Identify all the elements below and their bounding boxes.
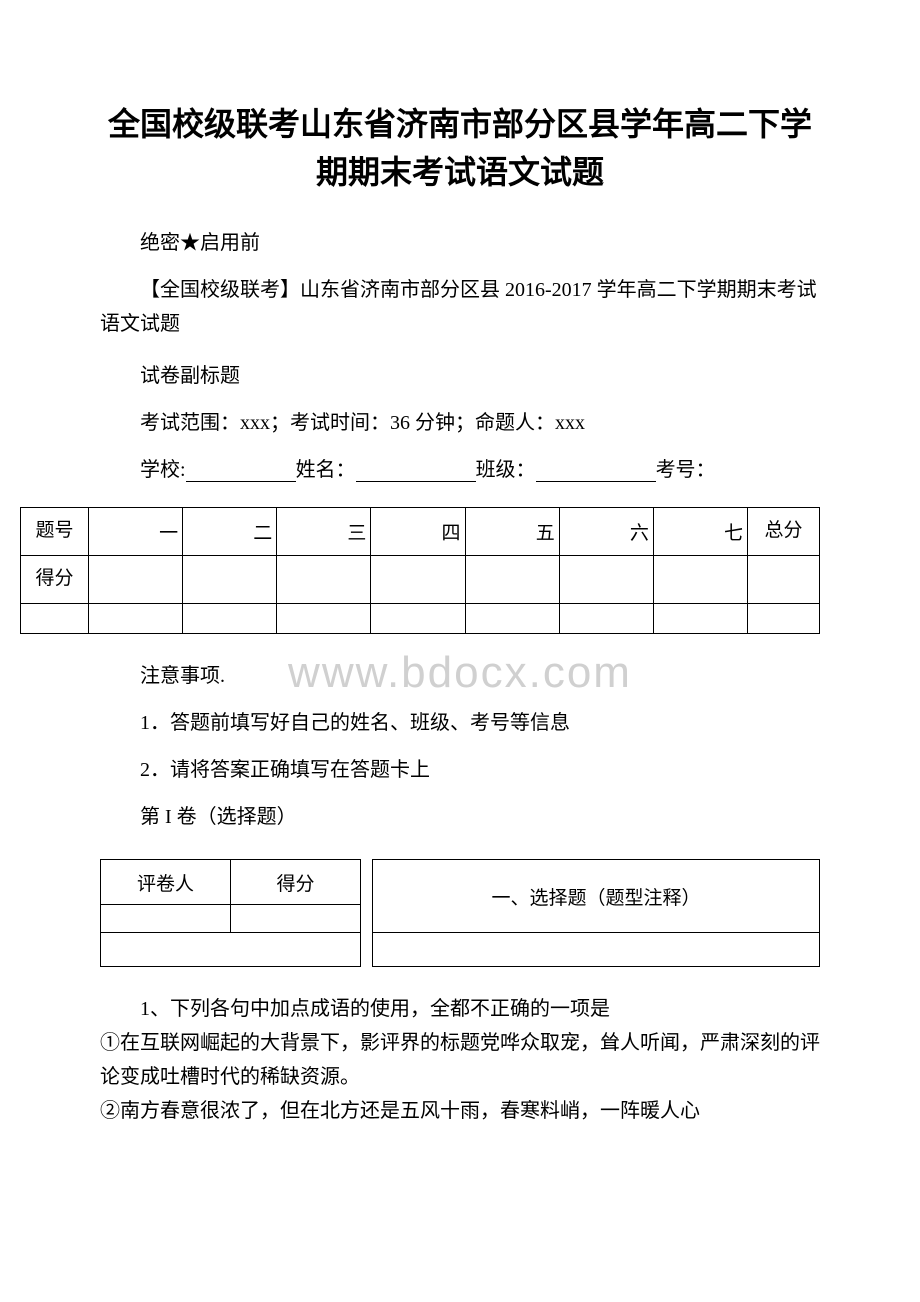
notice-item-2: 2．请将答案正确填写在答题卡上 [100, 753, 820, 782]
empty-cell [277, 604, 371, 634]
fill-fields-line: 学校: 姓名： 班级： 考号： [100, 453, 820, 482]
score-cell[interactable] [89, 556, 183, 604]
score-cell[interactable] [371, 556, 465, 604]
grader-cell[interactable] [101, 905, 231, 933]
empty-cell [21, 604, 89, 634]
name-label: 姓名： [296, 459, 356, 481]
class-label: 班级： [476, 459, 536, 481]
score-cell[interactable] [559, 556, 653, 604]
section-table: 评卷人 得分 一、选择题（题型注释） [100, 859, 820, 967]
table-row [101, 933, 820, 967]
col-2: 二 [183, 508, 277, 556]
score-label: 得分 [231, 860, 361, 905]
score-cell[interactable] [653, 556, 747, 604]
section-name: 一、选择题（题型注释） [373, 860, 820, 933]
school-blank[interactable] [186, 460, 296, 482]
col-4: 四 [371, 508, 465, 556]
col-7: 七 [653, 508, 747, 556]
empty-cell [559, 604, 653, 634]
table-row: 得分 [21, 556, 820, 604]
notice-title: 注意事项. [100, 659, 820, 688]
notice-item-1: 1．答题前填写好自己的姓名、班级、考号等信息 [100, 706, 820, 735]
empty-cell [183, 604, 277, 634]
total-label: 总分 [747, 508, 819, 556]
empty-cell [465, 604, 559, 634]
empty-cell [373, 933, 820, 967]
table-row: 评卷人 得分 一、选择题（题型注释） [101, 860, 820, 905]
name-blank[interactable] [356, 460, 476, 482]
empty-cell [747, 604, 819, 634]
school-label: 学校: [140, 459, 186, 481]
col-3: 三 [277, 508, 371, 556]
subtitle: 【全国校级联考】山东省济南市部分区县 2016-2017 学年高二下学期期末考试… [100, 273, 820, 341]
question-item-1: ①在互联网崛起的大背景下，影评界的标题党哗众取宠，耸人听闻，严肃深刻的评论变成吐… [100, 1026, 820, 1094]
table-row [21, 604, 820, 634]
gap-cell [361, 860, 373, 967]
score-cell[interactable] [277, 556, 371, 604]
empty-cell [653, 604, 747, 634]
score-cell[interactable] [231, 905, 361, 933]
total-cell[interactable] [747, 556, 819, 604]
col-5: 五 [465, 508, 559, 556]
main-title: 全国校级联考山东省济南市部分区县学年高二下学期期末考试语文试题 [100, 100, 820, 196]
col-1: 一 [89, 508, 183, 556]
class-blank[interactable] [536, 460, 656, 482]
empty-cell [101, 933, 361, 967]
col-6: 六 [559, 508, 653, 556]
table-row: 题号 一 二 三 四 五 六 七 总分 [21, 508, 820, 556]
score-cell[interactable] [465, 556, 559, 604]
section-label: 第 I 卷（选择题） [100, 800, 820, 829]
question-intro: 1、下列各句中加点成语的使用，全都不正确的一项是 [100, 992, 820, 1026]
sub-label: 试卷副标题 [100, 359, 820, 388]
score-table: 题号 一 二 三 四 五 六 七 总分 得分 [20, 507, 820, 634]
empty-cell [89, 604, 183, 634]
question-number-label: 题号 [21, 508, 89, 556]
secret-label: 绝密★启用前 [100, 226, 820, 255]
grader-label: 评卷人 [101, 860, 231, 905]
score-cell[interactable] [183, 556, 277, 604]
exam-info: 考试范围：xxx；考试时间：36 分钟；命题人：xxx [100, 406, 820, 435]
examno-label: 考号： [656, 459, 716, 481]
empty-cell [371, 604, 465, 634]
score-label: 得分 [21, 556, 89, 604]
question-item-2: ②南方春意很浓了，但在北方还是五风十雨，春寒料峭，一阵暖人心 [100, 1094, 820, 1128]
